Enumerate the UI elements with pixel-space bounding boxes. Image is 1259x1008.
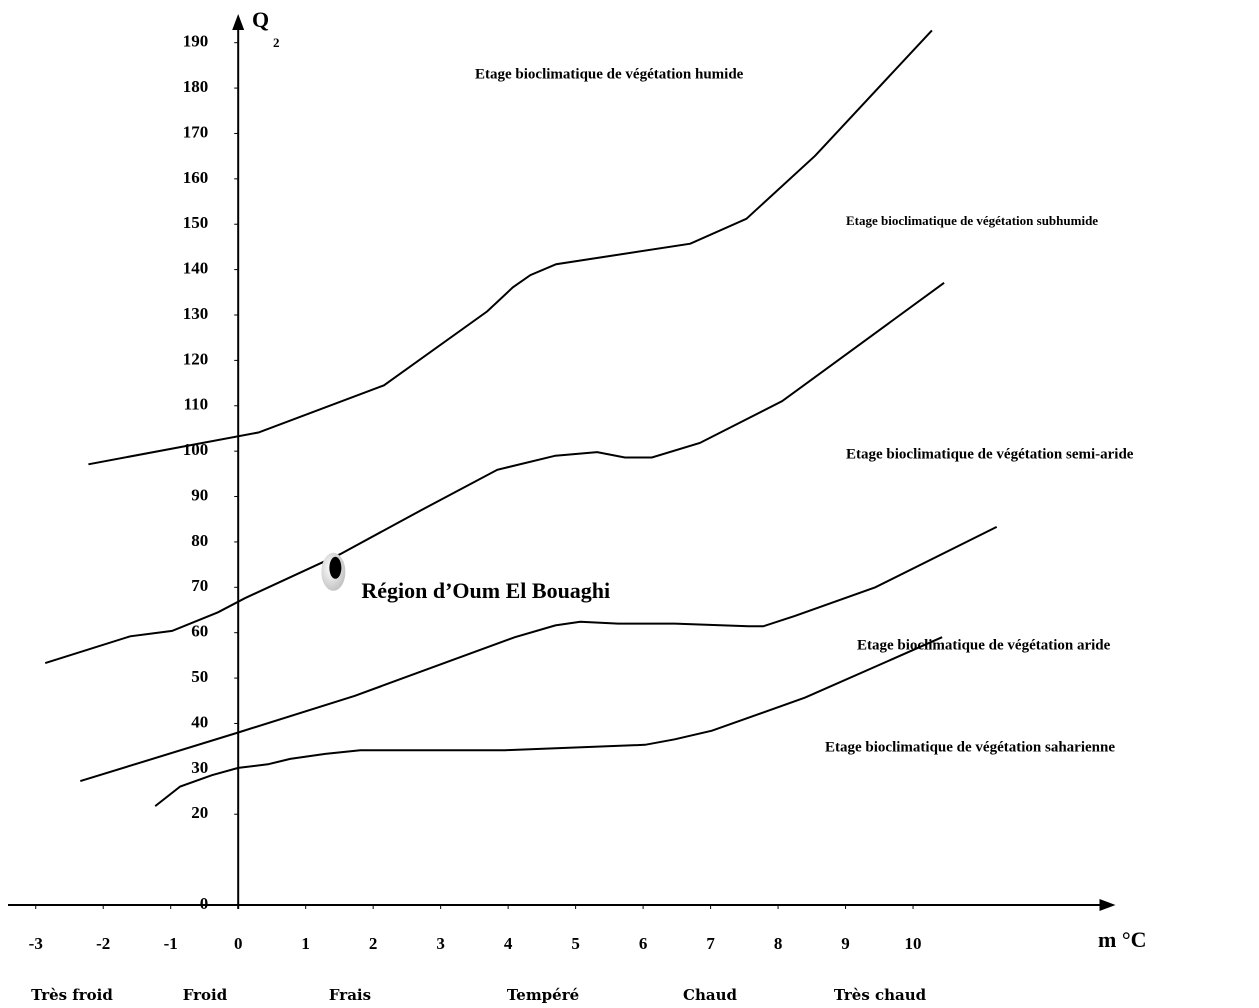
temperature-zone: Tempéré: [507, 986, 579, 1004]
x-tick-label: 1: [301, 934, 310, 953]
y-axis-arrow: [232, 14, 245, 30]
y-tick-label: 130: [183, 304, 209, 323]
boundary-line: [88, 29, 933, 466]
y-tick-label: 80: [191, 531, 208, 550]
x-tick-label: 6: [639, 934, 648, 953]
y-tick-label: 60: [191, 622, 208, 641]
temperature-zone: Très froid: [31, 986, 113, 1004]
temperature-zone: Froid: [183, 986, 228, 1004]
zone-annotation: Etage bioclimatique de végétation semi-a…: [846, 446, 1134, 462]
y-tick-label: 30: [191, 758, 208, 777]
y-tick-label: 0: [200, 894, 209, 913]
x-tick-label: 8: [774, 934, 783, 953]
x-tick-label: 0: [234, 934, 243, 953]
zone-annotation: Etage bioclimatique de végétation aride: [857, 637, 1111, 653]
temperature-zone: Chaud: [683, 986, 737, 1004]
y-tick-label: 90: [191, 485, 208, 504]
y-axis-label-sub: 2: [273, 35, 280, 50]
y-tick-label: 20: [191, 803, 208, 822]
y-tick-label: 180: [183, 77, 209, 96]
x-axis-label: m °C: [1098, 927, 1147, 952]
y-tick-label: 50: [191, 667, 208, 686]
y-tick-label: 170: [183, 122, 209, 141]
zone-annotation: Etage bioclimatique de végétation humide: [475, 66, 744, 82]
x-tick-label: 4: [504, 934, 513, 953]
y-tick-label: 70: [191, 576, 208, 595]
temperature-zone: Très chaud: [834, 986, 927, 1004]
boundary-line: [44, 281, 945, 665]
x-tick-label: -2: [96, 934, 110, 953]
x-tick-label: -1: [164, 934, 178, 953]
y-tick-label: 140: [183, 259, 209, 278]
x-tick-label: 5: [571, 934, 580, 953]
y-axis-label: Q: [252, 7, 269, 32]
y-tick-label: 120: [183, 349, 209, 368]
zone-annotation: Etage bioclimatique de végétation subhum…: [846, 213, 1098, 228]
boundary-line: [154, 636, 943, 807]
x-tick-label: 7: [706, 934, 715, 953]
x-tick-label: 9: [841, 934, 850, 953]
y-tick-label: 110: [184, 395, 209, 414]
x-tick-label: 3: [436, 934, 445, 953]
point-marker: [329, 556, 342, 579]
y-tick-label: 190: [183, 32, 209, 51]
x-tick-label: 2: [369, 934, 378, 953]
y-tick-label: 40: [191, 712, 208, 731]
y-tick-label: 150: [183, 213, 209, 232]
x-tick-label: -3: [29, 934, 43, 953]
x-tick-label: 10: [905, 934, 922, 953]
zone-annotation: Etage bioclimatique de végétation sahari…: [825, 739, 1115, 755]
temperature-zone: Frais: [329, 986, 371, 1004]
x-axis-arrow: [1099, 899, 1116, 911]
point-label: Région d’Oum El Bouaghi: [361, 578, 610, 603]
y-tick-label: 160: [183, 168, 209, 187]
boundary-line: [80, 526, 998, 783]
